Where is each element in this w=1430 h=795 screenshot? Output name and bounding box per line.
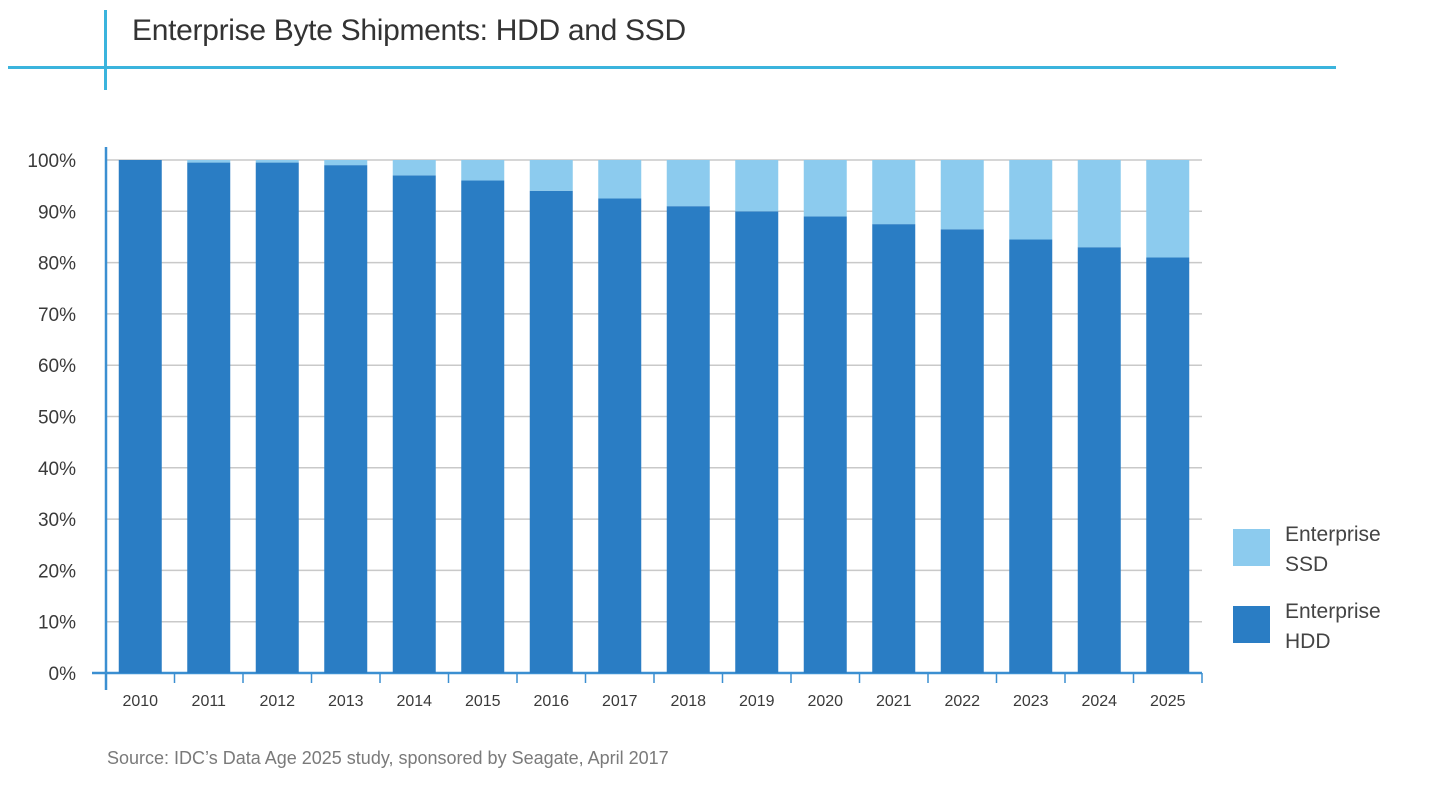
- y-tick-label: 10%: [38, 613, 76, 634]
- bar-enterprise-hdd: [461, 180, 505, 673]
- y-tick-label: 80%: [38, 254, 76, 275]
- x-tick-label: 2018: [670, 693, 706, 710]
- x-tick-label: 2012: [259, 693, 295, 710]
- bar-enterprise-ssd: [1009, 160, 1053, 240]
- y-tick-label: 100%: [27, 151, 76, 172]
- x-tick-label: 2022: [944, 693, 980, 710]
- bar-enterprise-hdd: [1146, 257, 1190, 673]
- x-tick-label: 2010: [122, 693, 158, 710]
- y-tick-label: 30%: [38, 510, 76, 531]
- y-tick-label: 40%: [38, 459, 76, 480]
- bar-enterprise-hdd: [324, 165, 368, 673]
- title-accent-vertical-rule: [104, 10, 107, 90]
- x-tick-label: 2017: [602, 693, 638, 710]
- x-tick-label: 2020: [807, 693, 843, 710]
- bar-enterprise-hdd: [872, 224, 916, 673]
- legend-label: Enterprise: [1285, 600, 1381, 623]
- source-note: Source: IDC’s Data Age 2025 study, spons…: [107, 748, 669, 768]
- bar-enterprise-ssd: [666, 160, 710, 207]
- legend-swatch: [1233, 529, 1270, 566]
- y-tick-label: 60%: [38, 356, 76, 377]
- bar-enterprise-ssd: [529, 160, 573, 191]
- bar-enterprise-ssd: [324, 160, 368, 166]
- bar-enterprise-ssd: [187, 160, 231, 163]
- bar-enterprise-ssd: [392, 160, 436, 176]
- bar-enterprise-hdd: [735, 211, 779, 674]
- legend-label: Enterprise: [1285, 523, 1381, 546]
- bar-enterprise-ssd: [872, 160, 916, 225]
- x-tick-label: 2015: [465, 693, 501, 710]
- y-tick-label: 20%: [38, 561, 76, 582]
- bar-enterprise-ssd: [461, 160, 505, 181]
- x-tick-label: 2016: [533, 693, 569, 710]
- bar-enterprise-hdd: [598, 198, 642, 673]
- bar-enterprise-hdd: [940, 229, 984, 673]
- x-tick-label: 2013: [328, 693, 364, 710]
- bar-enterprise-ssd: [735, 160, 779, 212]
- x-tick-label: 2019: [739, 693, 775, 710]
- bar-enterprise-ssd: [598, 160, 642, 199]
- x-tick-label: 2023: [1013, 693, 1049, 710]
- y-tick-label: 90%: [38, 202, 76, 223]
- bar-enterprise-hdd: [118, 160, 162, 673]
- x-tick-label: 2024: [1081, 693, 1117, 710]
- legend-label: HDD: [1285, 630, 1331, 653]
- bar-enterprise-hdd: [1009, 239, 1053, 673]
- bar-enterprise-hdd: [529, 190, 573, 673]
- y-tick-label: 50%: [38, 408, 76, 429]
- bar-enterprise-hdd: [803, 216, 847, 673]
- bar-enterprise-ssd: [1077, 160, 1121, 248]
- y-tick-label: 70%: [38, 305, 76, 326]
- x-tick-label: 2025: [1150, 693, 1186, 710]
- bar-enterprise-ssd: [803, 160, 847, 217]
- bar-enterprise-hdd: [187, 162, 231, 673]
- y-tick-label: 0%: [49, 664, 77, 685]
- bar-enterprise-hdd: [1077, 247, 1121, 673]
- bar-enterprise-hdd: [255, 162, 299, 673]
- legend-label: SSD: [1285, 553, 1328, 576]
- legend-swatch: [1233, 606, 1270, 643]
- bar-enterprise-hdd: [666, 206, 710, 674]
- bar-enterprise-ssd: [255, 160, 299, 163]
- bar-enterprise-ssd: [940, 160, 984, 230]
- bar-enterprise-hdd: [392, 175, 436, 673]
- bar-enterprise-ssd: [1146, 160, 1190, 258]
- x-tick-label: 2011: [192, 693, 227, 710]
- x-tick-label: 2021: [876, 693, 912, 710]
- x-tick-label: 2014: [396, 693, 432, 710]
- title-accent-horizontal-rule: [8, 66, 1336, 69]
- page-title: Enterprise Byte Shipments: HDD and SSD: [132, 14, 686, 47]
